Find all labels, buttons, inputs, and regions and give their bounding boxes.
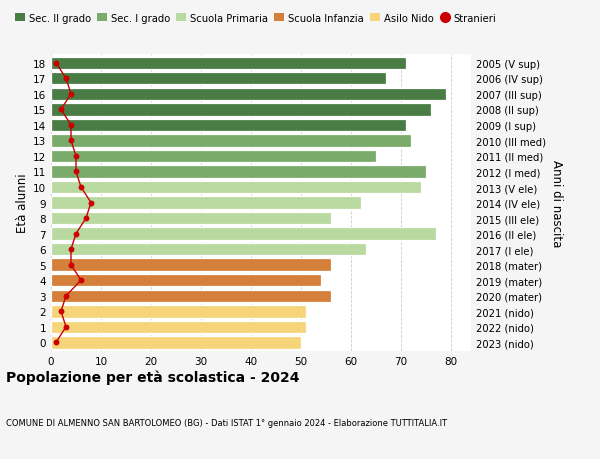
Bar — [51, 73, 386, 85]
Bar — [51, 104, 431, 116]
Bar — [51, 89, 446, 101]
Bar — [51, 228, 436, 241]
Point — [86, 199, 96, 207]
Point — [51, 60, 61, 67]
Point — [66, 137, 76, 145]
Bar — [51, 321, 306, 333]
Point — [66, 122, 76, 129]
Point — [66, 91, 76, 98]
Point — [51, 339, 61, 346]
Point — [71, 153, 81, 160]
Text: Popolazione per età scolastica - 2024: Popolazione per età scolastica - 2024 — [6, 369, 299, 384]
Point — [71, 230, 81, 238]
Point — [76, 277, 86, 284]
Point — [61, 292, 71, 300]
Y-axis label: Anni di nascita: Anni di nascita — [550, 160, 563, 246]
Text: COMUNE DI ALMENNO SAN BARTOLOMEO (BG) - Dati ISTAT 1° gennaio 2024 - Elaborazion: COMUNE DI ALMENNO SAN BARTOLOMEO (BG) - … — [6, 418, 447, 427]
Bar — [51, 290, 331, 302]
Bar — [51, 305, 306, 318]
Point — [66, 246, 76, 253]
Point — [71, 168, 81, 176]
Point — [56, 106, 66, 114]
Bar — [51, 259, 331, 271]
Bar — [51, 166, 426, 178]
Y-axis label: Età alunni: Età alunni — [16, 174, 29, 233]
Point — [56, 308, 66, 315]
Bar — [51, 243, 366, 256]
Bar — [51, 181, 421, 194]
Bar — [51, 151, 376, 163]
Bar — [51, 197, 361, 209]
Legend: Sec. II grado, Sec. I grado, Scuola Primaria, Scuola Infanzia, Asilo Nido, Stran: Sec. II grado, Sec. I grado, Scuola Prim… — [11, 10, 500, 28]
Bar — [51, 119, 406, 132]
Bar — [51, 57, 406, 70]
Point — [61, 75, 71, 83]
Point — [66, 262, 76, 269]
Point — [81, 215, 91, 222]
Point — [76, 184, 86, 191]
Bar — [51, 213, 331, 225]
Bar — [51, 274, 321, 287]
Point — [61, 324, 71, 331]
Bar — [51, 135, 411, 147]
Bar — [51, 336, 301, 349]
